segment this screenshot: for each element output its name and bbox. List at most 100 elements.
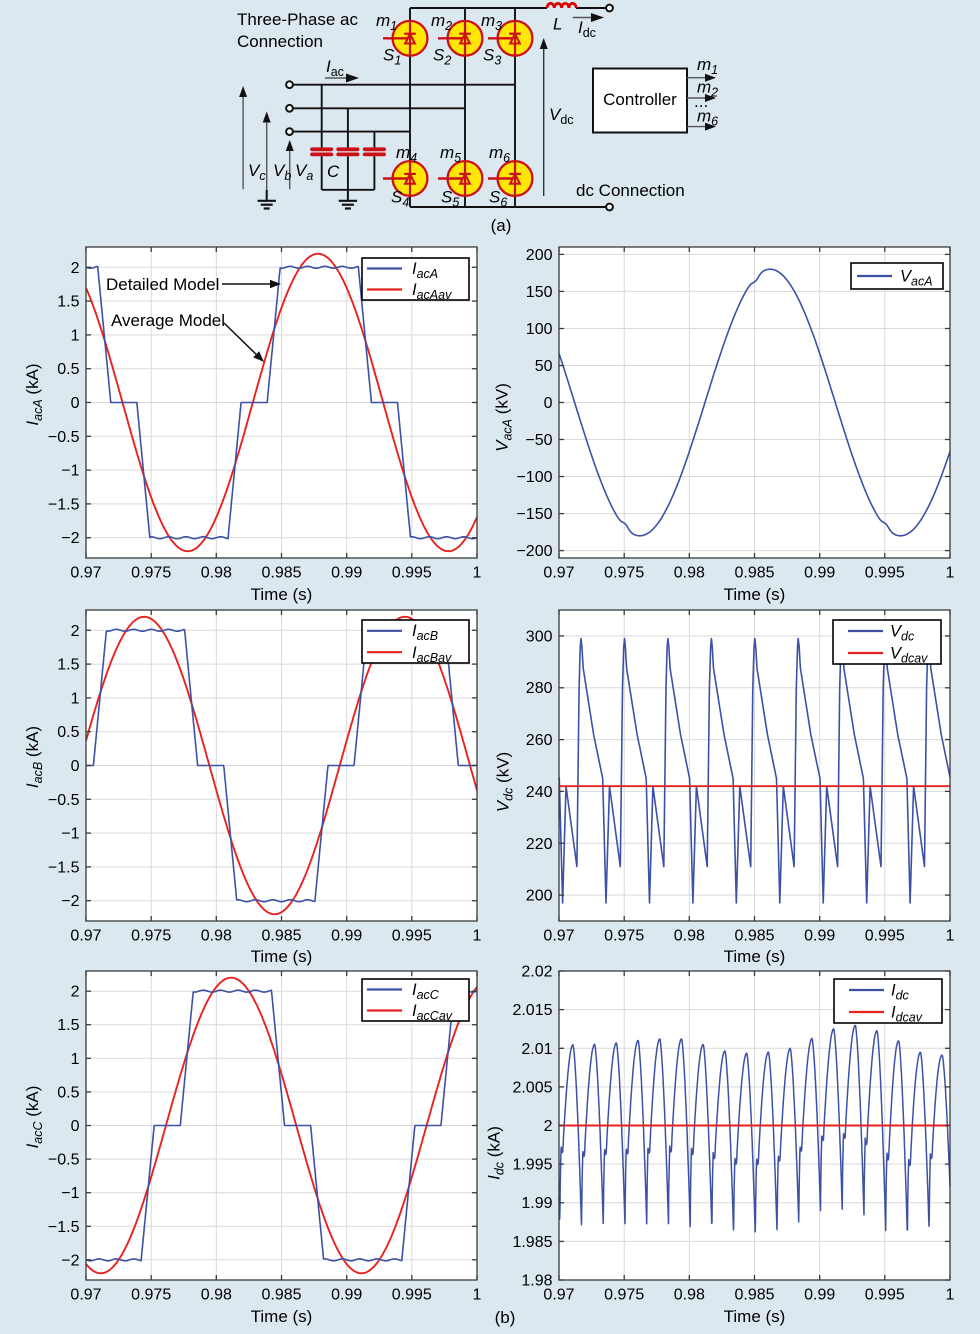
- svg-text:0.5: 0.5: [57, 1084, 79, 1101]
- svg-text:2.015: 2.015: [512, 1002, 552, 1019]
- svg-text:0.975: 0.975: [131, 565, 171, 582]
- svg-text:2.005: 2.005: [512, 1079, 552, 1096]
- svg-text:Vc: Vc: [248, 161, 266, 183]
- svg-text:0.985: 0.985: [261, 1287, 301, 1304]
- svg-text:−1: −1: [61, 463, 79, 480]
- svg-text:0.98: 0.98: [201, 928, 232, 945]
- svg-text:m1: m1: [697, 55, 718, 77]
- svg-text:0.97: 0.97: [70, 1287, 101, 1304]
- svg-text:Time (s): Time (s): [724, 1307, 786, 1326]
- svg-text:VacA (kV): VacA (kV): [493, 383, 515, 452]
- svg-text:0.98: 0.98: [201, 565, 232, 582]
- svg-text:m5: m5: [440, 143, 461, 165]
- svg-text:1: 1: [473, 1287, 482, 1304]
- svg-text:1: 1: [71, 327, 80, 344]
- svg-text:200: 200: [526, 888, 553, 905]
- svg-text:2: 2: [71, 623, 80, 640]
- svg-text:S5: S5: [441, 188, 459, 210]
- svg-text:IacAav: IacAav: [412, 281, 452, 302]
- svg-text:100: 100: [526, 321, 553, 338]
- svg-text:1: 1: [473, 565, 482, 582]
- svg-text:−1: −1: [61, 826, 79, 843]
- svg-text:300: 300: [526, 628, 553, 645]
- svg-text:0.995: 0.995: [392, 928, 432, 945]
- svg-text:Vdc (kV): Vdc (kV): [494, 752, 516, 812]
- svg-text:−2: −2: [61, 530, 79, 547]
- svg-text:−1.5: −1.5: [48, 496, 80, 513]
- svg-text:0.995: 0.995: [865, 565, 905, 582]
- svg-text:0.995: 0.995: [392, 565, 432, 582]
- svg-text:1: 1: [473, 928, 482, 945]
- svg-text:−1.5: −1.5: [48, 859, 80, 876]
- svg-text:0.995: 0.995: [865, 1287, 905, 1304]
- svg-text:0.98: 0.98: [201, 1287, 232, 1304]
- svg-text:1.5: 1.5: [57, 657, 79, 674]
- svg-text:Vdc: Vdc: [890, 623, 915, 644]
- svg-text:280: 280: [526, 680, 553, 697]
- svg-text:S3: S3: [483, 46, 501, 68]
- svg-text:0.99: 0.99: [331, 928, 362, 945]
- svg-text:m1: m1: [376, 11, 397, 33]
- svg-text:Time (s): Time (s): [724, 947, 786, 966]
- svg-text:240: 240: [526, 784, 553, 801]
- svg-text:Time (s): Time (s): [251, 1307, 313, 1326]
- svg-text:C: C: [327, 162, 340, 181]
- svg-text:−50: −50: [525, 432, 552, 449]
- svg-text:−0.5: −0.5: [48, 1152, 80, 1169]
- svg-text:0.975: 0.975: [604, 1287, 644, 1304]
- svg-text:dc Connection: dc Connection: [576, 181, 685, 200]
- svg-text:0.97: 0.97: [543, 928, 574, 945]
- svg-text:Vdcav: Vdcav: [890, 645, 928, 666]
- svg-text:Idcav: Idcav: [891, 1004, 923, 1025]
- svg-text:0.985: 0.985: [261, 565, 301, 582]
- svg-text:0.97: 0.97: [543, 565, 574, 582]
- svg-text:Three-Phase ac: Three-Phase ac: [237, 10, 358, 29]
- svg-text:200: 200: [526, 247, 553, 264]
- svg-text:IacC: IacC: [412, 981, 440, 1002]
- svg-text:−150: −150: [516, 506, 552, 523]
- svg-text:IacA: IacA: [412, 260, 438, 281]
- svg-text:1: 1: [946, 928, 955, 945]
- svg-text:0.5: 0.5: [57, 724, 79, 741]
- svg-text:−0.5: −0.5: [48, 792, 80, 809]
- svg-text:1.995: 1.995: [512, 1157, 552, 1174]
- svg-text:0.99: 0.99: [331, 565, 362, 582]
- svg-text:1.5: 1.5: [57, 1017, 79, 1034]
- svg-text:0.975: 0.975: [604, 565, 644, 582]
- svg-text:VacA: VacA: [900, 268, 933, 289]
- svg-text:1.99: 1.99: [521, 1195, 552, 1212]
- svg-text:Controller: Controller: [603, 90, 677, 109]
- svg-text:IacC (kA): IacC (kA): [23, 1086, 45, 1149]
- svg-text:0.99: 0.99: [331, 1287, 362, 1304]
- svg-text:−1: −1: [61, 1185, 79, 1202]
- svg-text:1: 1: [946, 1287, 955, 1304]
- svg-text:50: 50: [535, 358, 553, 375]
- svg-text:1.5: 1.5: [57, 294, 79, 311]
- svg-text:Idc: Idc: [891, 982, 910, 1003]
- svg-text:Connection: Connection: [237, 32, 323, 51]
- svg-text:0.995: 0.995: [392, 1287, 432, 1304]
- svg-text:0.985: 0.985: [261, 928, 301, 945]
- svg-text:0: 0: [544, 395, 553, 412]
- svg-text:−2: −2: [61, 1252, 79, 1269]
- svg-text:−2: −2: [61, 893, 79, 910]
- svg-text:S4: S4: [391, 188, 409, 210]
- svg-text:Idc: Idc: [578, 18, 596, 40]
- svg-text:S2: S2: [433, 46, 451, 68]
- svg-text:m6: m6: [697, 107, 718, 129]
- svg-text:0.985: 0.985: [734, 928, 774, 945]
- svg-text:m6: m6: [489, 143, 510, 165]
- svg-text:m3: m3: [481, 11, 502, 33]
- svg-text:−200: −200: [516, 543, 552, 560]
- svg-text:Time (s): Time (s): [251, 585, 313, 604]
- svg-text:0.975: 0.975: [131, 928, 171, 945]
- svg-text:Detailed Model: Detailed Model: [106, 275, 219, 294]
- svg-text:0.985: 0.985: [734, 565, 774, 582]
- svg-text:1: 1: [946, 565, 955, 582]
- svg-text:0.98: 0.98: [674, 565, 705, 582]
- svg-text:1: 1: [71, 690, 80, 707]
- svg-text:IacA (kA): IacA (kA): [23, 363, 45, 425]
- svg-text:0: 0: [71, 1118, 80, 1135]
- svg-text:−1.5: −1.5: [48, 1219, 80, 1236]
- svg-text:1.985: 1.985: [512, 1234, 552, 1251]
